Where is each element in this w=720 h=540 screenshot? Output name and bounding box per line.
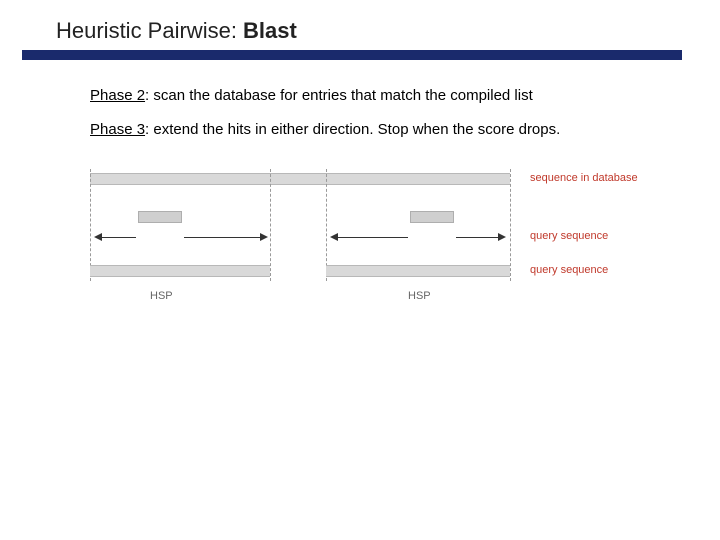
blast-diagram: HSP HSP sequence in database query sequence…: [90, 169, 650, 329]
arrow-head-left-icon: [330, 233, 338, 241]
phase-2-label: Phase 2: [90, 87, 145, 104]
slide: Heuristic Pairwise: Blast Phase 2: scan …: [0, 0, 720, 540]
hsp-label: HSP: [150, 289, 173, 304]
guide-line: [270, 169, 271, 281]
diagram-label: sequence in database: [530, 171, 638, 186]
hsp-bar: [326, 265, 510, 277]
diagram-label: query sequence: [530, 263, 608, 278]
query-word-box: [410, 211, 454, 223]
title-bold: Blast: [243, 18, 297, 43]
hsp-label: HSP: [408, 289, 431, 304]
slide-body: Phase 2: scan the database for entries t…: [0, 60, 720, 329]
phase-3: Phase 3: extend the hits in either direc…: [90, 120, 660, 140]
slide-title: Heuristic Pairwise: Blast: [56, 18, 297, 43]
title-prefix: Heuristic Pairwise:: [56, 18, 243, 43]
extend-arrow-left: [96, 237, 136, 238]
phase-2: Phase 2: scan the database for entries t…: [90, 86, 660, 106]
diagram-label: query sequence: [530, 229, 608, 244]
db-sequence-bar: [90, 173, 510, 185]
guide-line: [510, 169, 511, 281]
extend-arrow-left: [332, 237, 408, 238]
title-underline-bar: [22, 50, 682, 60]
hsp-bar: [90, 265, 270, 277]
query-word-box: [138, 211, 182, 223]
phase-3-label: Phase 3: [90, 121, 145, 138]
arrow-head-right-icon: [260, 233, 268, 241]
extend-arrow-right: [456, 237, 504, 238]
arrow-head-left-icon: [94, 233, 102, 241]
extend-arrow-right: [184, 237, 266, 238]
title-wrap: Heuristic Pairwise: Blast: [0, 18, 720, 44]
phase-2-text: : scan the database for entries that mat…: [145, 87, 533, 104]
phase-3-text: : extend the hits in either direction. S…: [145, 121, 560, 138]
arrow-head-right-icon: [498, 233, 506, 241]
